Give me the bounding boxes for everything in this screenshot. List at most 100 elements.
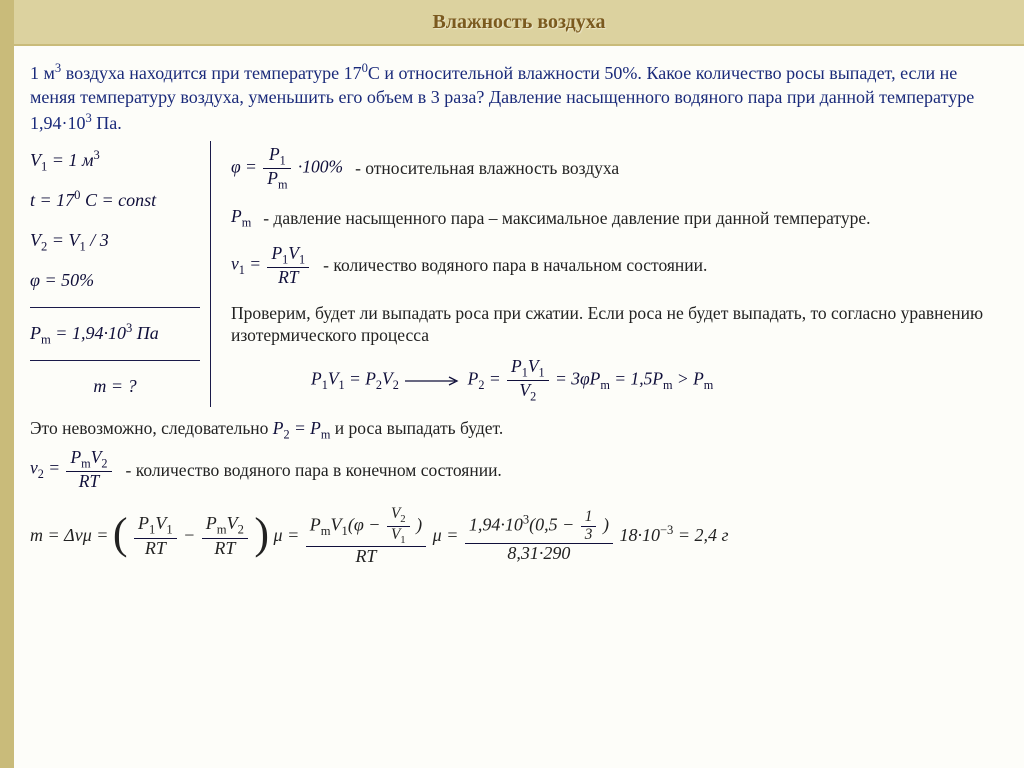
pm-line: Pm - давление насыщенного пара – максима…: [231, 206, 1004, 231]
nu2-desc: - количество водяного пара в конечном со…: [126, 460, 502, 481]
given-phi: φ = 50%: [30, 261, 200, 301]
given-t: t = 170 C = const: [30, 181, 200, 221]
phi-den-s: m: [278, 177, 288, 191]
iso-fds: 2: [530, 390, 536, 404]
page-title: Влажность воздуха: [432, 11, 605, 34]
iso-la: P: [311, 369, 322, 389]
imp-cs: m: [321, 427, 331, 441]
phi-formula: φ = P1 Pm ·100%: [231, 145, 343, 192]
iso-lb: V: [328, 369, 339, 389]
nu2-line: ν2 = PmV2 RT - количество водяного пара …: [30, 448, 1004, 491]
nu2-den: RT: [66, 472, 111, 491]
mt2nas: m: [217, 523, 227, 537]
pm-sym: P: [30, 323, 41, 343]
m-t2-frac: PmV2 RT: [202, 514, 248, 558]
phi-num: P: [269, 144, 280, 164]
mt2nb: V: [227, 513, 238, 533]
iso-ms: m: [600, 378, 610, 392]
given-v1: V1 = 1 м3: [30, 141, 200, 181]
nu1-desc: - количество водяного пара в начальном с…: [323, 255, 707, 276]
iso-ra: P: [468, 369, 479, 389]
main-row: V1 = 1 м3 t = 170 C = const V2 = V1 / 3 …: [30, 141, 1004, 412]
phi-tail: ·100%: [298, 156, 343, 176]
solution-column: φ = P1 Pm ·100% - относительная влажност…: [231, 141, 1004, 412]
mmnas: m: [321, 524, 331, 538]
iso-gt: > P: [673, 369, 704, 389]
imp-b: P: [273, 418, 284, 438]
pm-val: = 1,94·10: [51, 323, 126, 343]
nu1-eq: =: [245, 254, 266, 274]
mmnc: (φ −: [348, 514, 385, 534]
nu2-nbs: 2: [101, 457, 107, 471]
mt2na: P: [206, 513, 217, 533]
nu2-nb: V: [91, 447, 102, 467]
mmna: P: [310, 514, 321, 534]
mfnc: ): [603, 514, 609, 534]
pm-s: P: [231, 206, 242, 226]
fin-inner-frac: 1 3: [581, 509, 597, 544]
mfna: 1,94·10: [469, 514, 523, 534]
mt1nb: V: [155, 513, 166, 533]
mass-formula-line: m = Δνμ = ( P1V1 RT − PmV2 RT ) μ = PmV1…: [30, 506, 1004, 567]
m-t1-frac: P1V1 RT: [134, 514, 177, 558]
problem-text-1b: воздуха находится при температуре 17: [61, 63, 361, 83]
nu1-sym: ν: [231, 254, 239, 274]
nu1-formula: ν1 = P1V1 RT: [231, 244, 311, 287]
given-column: V1 = 1 м3 t = 170 C = const V2 = V1 / 3 …: [30, 141, 211, 407]
given-divider-1: [30, 307, 200, 308]
v2-sym: V: [30, 230, 41, 250]
mfnb: (0,5 −: [529, 514, 579, 534]
nu2-eq: =: [44, 458, 65, 478]
m-mid-frac: Pm V1 (φ − V2 V1 ) RT: [306, 506, 426, 567]
fifn: 1: [581, 509, 597, 527]
imp-a: Это невозможно, следовательно: [30, 418, 273, 438]
iso-fnb: V: [528, 356, 539, 376]
pm-sub: m: [41, 332, 51, 346]
problem-text-2b: Па.: [92, 113, 122, 133]
phi-lhs: φ =: [231, 156, 261, 176]
mifds: 1: [400, 534, 405, 546]
iso-gts: m: [704, 378, 714, 392]
mt1d: RT: [134, 539, 177, 559]
given-find: m = ?: [30, 367, 200, 407]
mt1na: P: [138, 513, 149, 533]
t-b: C = const: [80, 190, 156, 210]
iso-fd: V: [519, 380, 530, 400]
mifn: V: [391, 505, 400, 522]
problem-statement: 1 м3 воздуха находится при температуре 1…: [30, 60, 1004, 135]
arrow-icon: [403, 370, 463, 391]
v1-sup: 3: [93, 148, 99, 162]
check-text: Проверим, будет ли выпадать роса при сжа…: [231, 302, 1004, 348]
lparen-1: (: [113, 512, 128, 556]
mid-inner-frac: V2 V1: [387, 506, 410, 547]
iso-req3: = 1,5P: [610, 369, 663, 389]
sidebar-accent: [0, 0, 14, 768]
mifns: 2: [400, 513, 405, 525]
v1-val: = 1 м: [47, 150, 93, 170]
m-mu2: μ =: [433, 525, 463, 545]
imp-c: = P: [290, 418, 321, 438]
nu2-na: P: [70, 447, 81, 467]
iso-req: =: [484, 369, 505, 389]
nu2-frac: PmV2 RT: [66, 448, 111, 491]
mt2d: RT: [202, 539, 248, 559]
m-lhs: m = Δνμ =: [30, 525, 113, 545]
nu2-nas: m: [81, 457, 91, 471]
header-bar: Влажность воздуха: [14, 0, 1024, 46]
v2-c: / 3: [86, 230, 109, 250]
nu1-den: RT: [267, 268, 309, 287]
iso-fna: P: [511, 356, 522, 376]
mmnd: ): [416, 514, 422, 534]
impossible-line: Это невозможно, следовательно P2 = Pm и …: [30, 418, 1004, 443]
phi-num-s: 1: [280, 153, 286, 167]
iso-fnbs: 1: [539, 366, 545, 380]
m-final-frac: 1,94·103(0,5 − 1 3 ) 8,31·290: [465, 509, 613, 564]
mmd: RT: [306, 547, 426, 567]
nu2-formula: ν2 = PmV2 RT: [30, 448, 114, 491]
iso-ld: V: [382, 369, 393, 389]
iso-leq: =: [345, 369, 366, 389]
v1-sym: V: [30, 150, 41, 170]
pm-symbol: Pm: [231, 206, 251, 231]
mft2: = 2,4 г: [673, 525, 728, 545]
mfd: 8,31·290: [465, 544, 613, 564]
